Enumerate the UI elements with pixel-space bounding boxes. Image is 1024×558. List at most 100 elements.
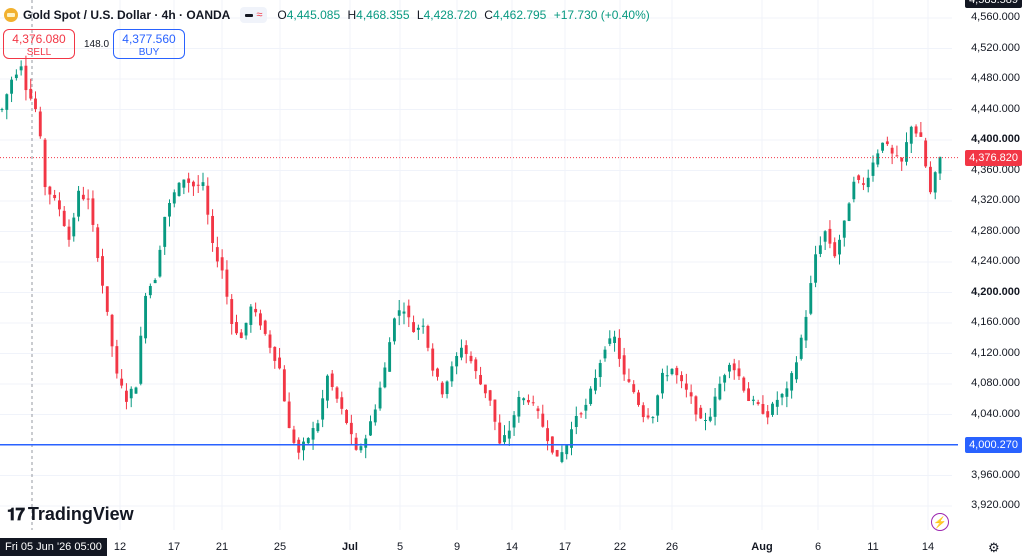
candle-body xyxy=(761,403,765,414)
candle xyxy=(263,319,267,336)
candle-body xyxy=(780,393,784,398)
candle xyxy=(727,362,731,379)
candle-body xyxy=(541,413,545,427)
candle-body xyxy=(799,337,803,359)
candle xyxy=(680,371,684,389)
candle xyxy=(144,292,148,344)
candle xyxy=(57,192,61,217)
candle-body xyxy=(455,356,459,367)
candle-body xyxy=(708,416,712,421)
candle xyxy=(77,185,81,222)
approx-wave-icon: ≈ xyxy=(256,9,263,21)
lightning-icon[interactable]: ⚡ xyxy=(931,513,949,531)
candle-body xyxy=(598,363,602,378)
candle-body xyxy=(373,409,377,423)
candle-body xyxy=(507,430,511,439)
candle xyxy=(684,373,688,398)
candle xyxy=(737,360,741,381)
candle xyxy=(742,376,746,393)
time-axis-label: 6 xyxy=(814,541,822,553)
candle xyxy=(191,180,195,196)
candle xyxy=(560,445,564,464)
candle-body xyxy=(407,305,411,318)
candle xyxy=(206,177,210,225)
price-axis-label: 4,560.000 xyxy=(971,11,1020,23)
symbol-title[interactable]: Gold Spot / U.S. Dollar · 4h · OANDA xyxy=(23,8,231,22)
candle xyxy=(641,402,645,423)
candle-body xyxy=(0,109,4,111)
candle-body xyxy=(81,194,85,200)
candle-body xyxy=(589,388,593,405)
candle-body xyxy=(316,423,320,432)
price-axis-label: 4,200.000 xyxy=(971,285,1020,298)
candle xyxy=(823,230,827,251)
candle-body xyxy=(924,140,928,167)
candle xyxy=(335,386,339,403)
candle-body xyxy=(115,346,119,374)
buy-button[interactable]: 4,377.560 BUY xyxy=(113,29,185,59)
candle-body xyxy=(120,378,124,386)
candle-body xyxy=(818,245,822,254)
candle-body xyxy=(727,364,731,372)
time-axis-label: 14 xyxy=(921,541,935,553)
time-axis-label: 21 xyxy=(215,541,229,553)
candle-body xyxy=(665,375,669,377)
candle xyxy=(656,394,660,422)
candle-body xyxy=(756,402,760,405)
candle xyxy=(311,421,315,450)
candle-body xyxy=(483,384,487,394)
candle-body xyxy=(201,182,205,187)
candle-body xyxy=(187,178,191,183)
candle-body xyxy=(565,445,569,455)
candle-body xyxy=(287,401,291,429)
candle xyxy=(158,245,162,278)
price-axis-label: 4,400.000 xyxy=(971,133,1020,145)
candle xyxy=(775,391,779,415)
candle-body xyxy=(91,198,95,225)
time-axis-label: 12 xyxy=(113,541,127,553)
candle-body xyxy=(790,373,794,391)
candle-body xyxy=(230,299,234,324)
candle-body xyxy=(842,220,846,238)
candle xyxy=(541,404,545,428)
candle-body xyxy=(847,203,851,221)
candle xyxy=(866,169,870,193)
price-axis-label: 4,040.000 xyxy=(971,407,1020,420)
candle xyxy=(890,144,894,165)
candle-body xyxy=(680,375,684,382)
candle-body xyxy=(637,392,640,405)
candle-body xyxy=(651,417,655,419)
candle-body xyxy=(512,415,516,428)
candle-body xyxy=(148,285,152,296)
candle-body xyxy=(177,182,181,196)
time-axis-label: Jul xyxy=(342,541,358,553)
candle-body xyxy=(742,377,746,391)
candle xyxy=(134,386,138,394)
candle-body xyxy=(498,422,502,444)
time-axis-label: 9 xyxy=(453,541,461,553)
candle-body xyxy=(766,411,770,418)
candle-body xyxy=(933,172,937,193)
candle-body xyxy=(555,450,559,457)
candle-body xyxy=(215,247,219,262)
chart-style-chip[interactable]: ≈ xyxy=(240,7,268,23)
candle xyxy=(48,185,52,205)
candle xyxy=(10,76,14,103)
candle xyxy=(110,313,114,357)
candle xyxy=(713,387,717,426)
sell-label: SELL xyxy=(26,47,52,58)
candle-body xyxy=(579,413,583,415)
candle-body xyxy=(469,355,473,362)
candle-body xyxy=(369,421,372,436)
candle-body xyxy=(574,415,578,428)
candle-body xyxy=(866,177,870,188)
gear-icon[interactable]: ⚙ xyxy=(988,540,1000,555)
candle xyxy=(148,283,152,299)
tradingview-logo[interactable]: 𝟏𝟕 TradingView xyxy=(7,504,134,525)
candle-body xyxy=(900,157,904,162)
sell-button[interactable]: 4,376.080 SELL xyxy=(3,29,75,59)
candle xyxy=(62,206,66,227)
candle xyxy=(388,337,392,372)
candle xyxy=(479,366,483,386)
